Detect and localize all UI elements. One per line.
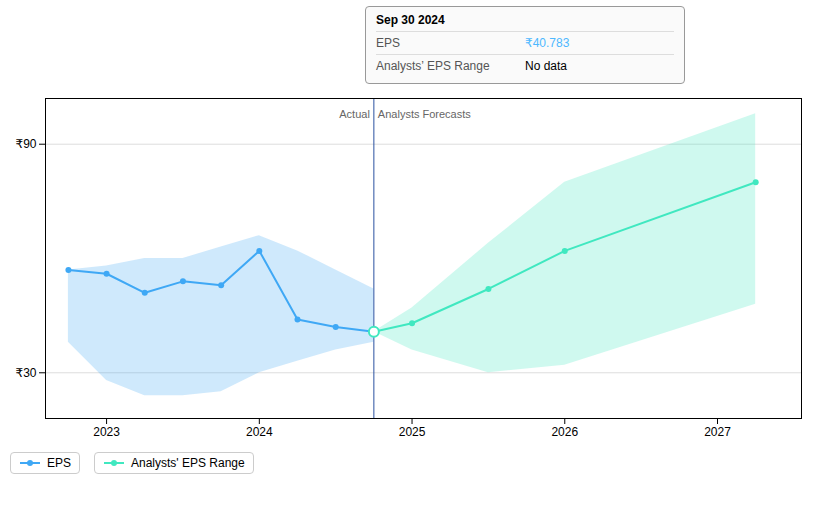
html-text:No data: No data [525,59,567,73]
svg-text:2025: 2025 [399,425,426,439]
svg-text:₹30: ₹30 [16,366,37,380]
svg-text:2024: 2024 [246,425,273,439]
svg-text:Actual: Actual [339,108,370,120]
svg-text:₹90: ₹90 [16,137,37,151]
svg-text:2026: 2026 [551,425,578,439]
html-text:Analysts' EPS Range: Analysts' EPS Range [131,456,245,470]
html-text:EPS: EPS [376,36,400,50]
svg-text:2027: 2027 [704,425,731,439]
html-text:EPS: EPS [47,456,71,470]
html-text:Sep 30 2024: Sep 30 2024 [376,13,445,27]
svg-text:Analysts Forecasts: Analysts Forecasts [378,108,471,120]
html-text:Analysts’ EPS Range: Analysts’ EPS Range [376,59,490,73]
html-text:₹40.783: ₹40.783 [525,36,570,50]
svg-text:2023: 2023 [93,425,120,439]
